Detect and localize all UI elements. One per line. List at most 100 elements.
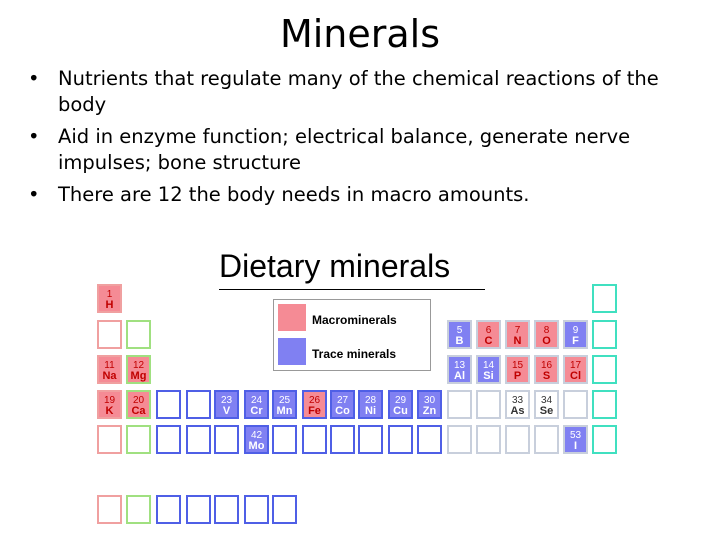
element-cr: 24 Cr (244, 390, 269, 419)
element-number: 1 (106, 289, 113, 300)
element-number: 14 (482, 360, 495, 371)
element-i: 53 I (563, 425, 588, 454)
element-symbol: Co (335, 405, 350, 417)
element-number: 20 (132, 395, 145, 406)
empty-element-cell (592, 425, 617, 454)
element-number: 34 (540, 395, 553, 406)
element-number: 7 (514, 325, 521, 336)
element-number: 42 (250, 430, 263, 441)
element-number: 29 (394, 395, 407, 406)
empty-element-cell (126, 425, 151, 454)
element-number: 26 (308, 395, 321, 406)
element-na: 11 Na (97, 355, 122, 384)
empty-element-cell (388, 425, 413, 454)
element-cu: 29 Cu (388, 390, 413, 419)
element-symbol: Cl (570, 370, 581, 382)
element-mg: 12 Mg (126, 355, 151, 384)
element-number: 53 (569, 430, 582, 441)
element-number: 19 (103, 395, 116, 406)
empty-element-cell (592, 390, 617, 419)
empty-element-cell (302, 425, 327, 454)
element-number: 6 (485, 325, 492, 336)
element-number: 24 (250, 395, 263, 406)
empty-element-cell (186, 495, 211, 524)
empty-element-cell (214, 425, 239, 454)
empty-element-cell (214, 495, 239, 524)
element-symbol: C (484, 335, 493, 347)
element-symbol: Mg (130, 370, 147, 382)
empty-element-cell (156, 425, 181, 454)
element-symbol: V (222, 405, 231, 417)
element-number: 27 (336, 395, 349, 406)
element-zn: 30 Zn (417, 390, 442, 419)
element-number: 28 (364, 395, 377, 406)
empty-element-cell (505, 425, 530, 454)
empty-element-cell (186, 425, 211, 454)
element-number: 11 (104, 360, 115, 371)
element-symbol: H (105, 299, 114, 311)
element-number: 8 (543, 325, 550, 336)
element-symbol: Se (539, 405, 554, 417)
element-symbol: Mo (248, 440, 265, 452)
empty-element-cell (447, 390, 472, 419)
element-ca: 20 Ca (126, 390, 151, 419)
empty-element-cell (563, 390, 588, 419)
empty-element-cell (447, 425, 472, 454)
element-fe: 26 Fe (302, 390, 327, 419)
element-symbol: Ni (365, 405, 376, 417)
element-symbol: N (513, 335, 522, 347)
element-number: 9 (572, 325, 579, 336)
element-se: 34 Se (534, 390, 559, 419)
empty-element-cell (156, 390, 181, 419)
element-symbol: Cu (393, 405, 408, 417)
element-symbol: Na (102, 370, 117, 382)
element-number: 25 (278, 395, 291, 406)
element-k: 19 K (97, 390, 122, 419)
empty-element-cell (358, 425, 383, 454)
element-symbol: S (542, 370, 551, 382)
empty-element-cell (330, 425, 355, 454)
element-number: 33 (511, 395, 524, 406)
element-number: 13 (453, 360, 466, 371)
legend-trace-label: Trace minerals (312, 347, 397, 361)
element-symbol: B (455, 335, 464, 347)
empty-element-cell (534, 425, 559, 454)
figure-title: Dietary minerals (219, 248, 451, 284)
legend-macro-label: Macrominerals (312, 313, 397, 327)
element-v: 23 V (214, 390, 239, 419)
element-symbol: I (573, 440, 578, 452)
element-al: 13 Al (447, 355, 472, 384)
element-symbol: F (572, 335, 579, 347)
macro-swatch (278, 304, 306, 331)
element-number: 12 (132, 360, 145, 371)
element-number: 23 (220, 395, 233, 406)
bullet-list: Nutrients that regulate many of the chem… (28, 66, 678, 214)
element-symbol: As (510, 405, 525, 417)
empty-element-cell (592, 355, 617, 384)
empty-element-cell (156, 495, 181, 524)
element-symbol: O (542, 335, 551, 347)
element-symbol: Al (454, 370, 465, 382)
empty-element-cell (272, 425, 297, 454)
element-number: 17 (569, 360, 582, 371)
empty-element-cell (272, 495, 297, 524)
empty-element-cell (126, 320, 151, 349)
empty-element-cell (476, 425, 501, 454)
element-p: 15 P (505, 355, 530, 384)
element-co: 27 Co (330, 390, 355, 419)
bullet-item: There are 12 the body needs in macro amo… (28, 182, 678, 208)
element-number: 15 (511, 360, 524, 371)
element-number: 5 (456, 325, 463, 336)
element-si: 14 Si (476, 355, 501, 384)
element-cl: 17 Cl (563, 355, 588, 384)
element-symbol: Zn (422, 405, 437, 417)
empty-element-cell (97, 320, 122, 349)
element-number: 16 (540, 360, 553, 371)
element-symbol: Fe (308, 405, 321, 417)
